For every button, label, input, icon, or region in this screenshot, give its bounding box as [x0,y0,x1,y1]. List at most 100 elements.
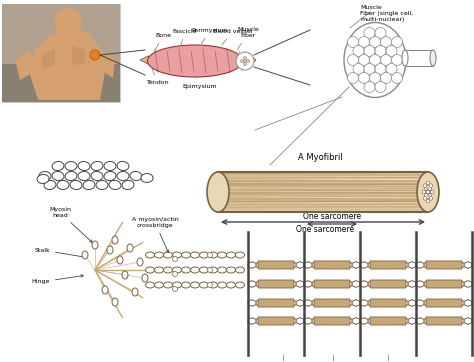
Ellipse shape [400,300,408,306]
Ellipse shape [416,281,424,287]
Ellipse shape [416,318,424,324]
Circle shape [236,52,254,70]
Ellipse shape [173,282,182,288]
Ellipse shape [440,281,448,287]
Circle shape [425,187,428,190]
Ellipse shape [448,300,456,306]
Circle shape [426,190,430,194]
Ellipse shape [368,318,376,324]
Circle shape [423,197,427,200]
Circle shape [375,28,386,38]
Ellipse shape [91,161,103,171]
Ellipse shape [432,262,440,268]
Ellipse shape [424,262,432,268]
Ellipse shape [256,318,264,324]
Ellipse shape [312,300,320,306]
Ellipse shape [456,281,464,287]
Circle shape [429,197,433,200]
Ellipse shape [280,281,288,287]
Ellipse shape [78,172,90,181]
Ellipse shape [424,262,432,268]
Ellipse shape [464,318,472,324]
FancyBboxPatch shape [370,317,406,325]
Ellipse shape [408,281,416,287]
Ellipse shape [392,300,400,306]
Ellipse shape [440,281,448,287]
Circle shape [426,190,430,194]
FancyBboxPatch shape [258,317,294,325]
Ellipse shape [57,181,69,189]
Ellipse shape [109,181,121,190]
Bar [2,64,120,102]
Ellipse shape [384,262,392,268]
Ellipse shape [272,262,280,268]
Polygon shape [15,50,38,80]
Ellipse shape [312,318,320,324]
Ellipse shape [408,318,416,324]
Ellipse shape [280,262,288,268]
FancyBboxPatch shape [426,261,462,269]
Ellipse shape [320,262,328,268]
Circle shape [386,63,397,75]
Circle shape [240,59,244,63]
Ellipse shape [440,262,448,268]
Circle shape [370,72,381,84]
Ellipse shape [320,318,328,324]
Ellipse shape [408,281,416,287]
Ellipse shape [352,318,360,324]
Polygon shape [42,48,55,70]
Ellipse shape [408,262,416,268]
Ellipse shape [352,281,360,287]
Ellipse shape [376,262,384,268]
Text: Muscle
Fiber: Muscle Fiber [237,27,259,50]
Ellipse shape [408,300,416,306]
Ellipse shape [248,262,256,268]
Ellipse shape [288,281,296,287]
Ellipse shape [344,262,352,268]
FancyBboxPatch shape [258,261,294,269]
Ellipse shape [102,286,108,294]
Ellipse shape [456,318,464,324]
Circle shape [375,81,386,93]
Ellipse shape [182,282,191,288]
Ellipse shape [424,281,432,287]
Ellipse shape [82,251,88,259]
Ellipse shape [155,282,164,288]
Ellipse shape [288,318,296,324]
Ellipse shape [83,181,95,190]
Ellipse shape [392,281,400,287]
Ellipse shape [296,318,304,324]
Ellipse shape [200,267,209,273]
Text: A Myofibril: A Myofibril [298,153,342,162]
Circle shape [347,55,358,66]
Ellipse shape [218,252,227,258]
Ellipse shape [416,300,424,306]
Circle shape [428,187,431,190]
Bar [218,172,428,212]
Ellipse shape [78,161,90,171]
Ellipse shape [288,262,296,268]
Ellipse shape [432,281,440,287]
Ellipse shape [264,318,272,324]
Ellipse shape [320,318,328,324]
Ellipse shape [448,262,456,268]
Ellipse shape [336,281,344,287]
Ellipse shape [208,268,212,273]
FancyBboxPatch shape [314,261,350,269]
Circle shape [426,190,430,194]
Ellipse shape [117,256,123,264]
Ellipse shape [320,281,328,287]
Ellipse shape [117,172,129,181]
Ellipse shape [448,281,456,287]
Circle shape [364,46,375,56]
Ellipse shape [264,318,272,324]
Circle shape [426,190,430,194]
Ellipse shape [376,281,384,287]
FancyBboxPatch shape [258,299,294,307]
Ellipse shape [416,262,424,268]
Ellipse shape [336,262,344,268]
Ellipse shape [173,272,177,277]
Ellipse shape [352,262,360,268]
Ellipse shape [456,262,464,268]
Circle shape [422,190,426,194]
